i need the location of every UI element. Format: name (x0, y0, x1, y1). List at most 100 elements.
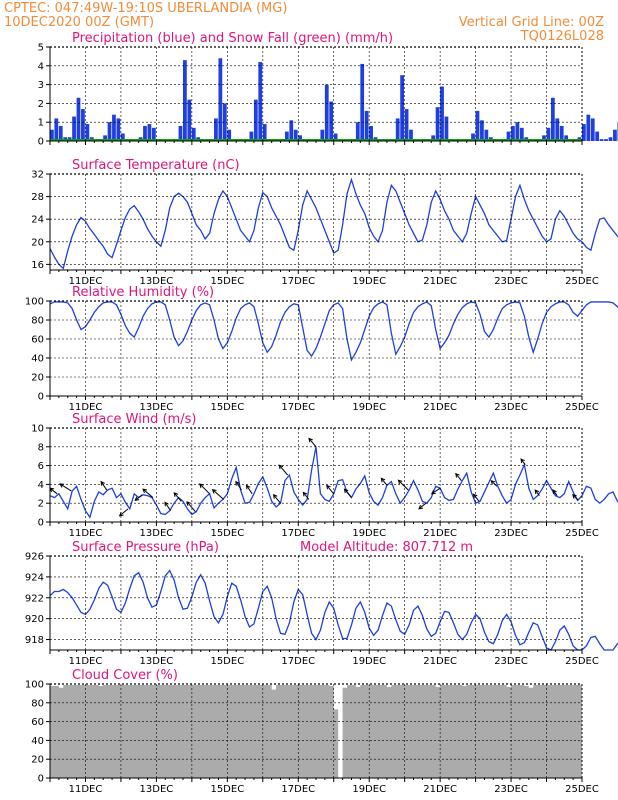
precip-bar (320, 129, 325, 141)
precip-bar (298, 135, 303, 141)
wind-arrow (100, 481, 108, 491)
wind-arrow-head (199, 483, 204, 488)
wind-arrow-head (572, 494, 577, 499)
precip-bar (107, 122, 112, 141)
wind-arrow-head (490, 479, 496, 485)
wind-arrow-head (118, 511, 124, 517)
wind-arrow-head (245, 484, 251, 490)
wind-arrow-head (164, 501, 169, 507)
precip-bar (409, 129, 413, 141)
precip-bar (50, 129, 54, 141)
precip-bar (183, 60, 187, 141)
x-tick-label: 21DEC (423, 784, 457, 795)
y-tick-label: 60 (31, 717, 44, 728)
x-tick-label: 19DEC (352, 402, 386, 413)
y-tick-label: 924 (25, 572, 44, 583)
precip-bar (404, 109, 409, 141)
wind-arrow-head (418, 504, 423, 510)
precip-bar (218, 58, 223, 141)
precip-bar (143, 125, 147, 141)
x-tick-label: 21DEC (423, 276, 457, 287)
y-tick-label: 6 (38, 461, 44, 472)
panel-3: Surface Wind (m/s) 0 2 4 6 8 10 11DEC 13DEC 15DEC… (31, 412, 618, 539)
precip-bar (435, 107, 440, 141)
y-tick-label: 28 (31, 192, 44, 203)
y-tick-label: 2 (38, 99, 44, 110)
precip-bar (58, 125, 63, 141)
wind-arrow (520, 458, 526, 465)
wind-arrow-head (552, 489, 557, 495)
precip-bar (360, 63, 365, 141)
y-tick-label: 40 (31, 736, 44, 747)
y-tick-label: 3 (38, 80, 44, 91)
precip-bar (555, 118, 560, 141)
precip-bar (564, 135, 569, 141)
precip-bar (484, 129, 489, 141)
x-tick-label: 25DEC (565, 276, 599, 287)
precip-bar (613, 129, 617, 141)
wind-arrow (572, 494, 579, 501)
header-model: TQ0126L028 (520, 29, 604, 44)
wind-arrow-head (472, 493, 478, 499)
wind-arrow (534, 489, 540, 496)
wind-arrow-head (173, 492, 179, 497)
y-tick-label: 80 (31, 316, 44, 327)
y-tick-label: 20 (31, 373, 44, 384)
x-tick-label: 17DEC (281, 656, 315, 667)
panel-title: Precipitation (blue) and Snow Fall (gree… (72, 31, 393, 46)
y-tick-label: 100 (25, 297, 44, 308)
precip-bar (444, 116, 449, 141)
wind-arrow-head (235, 480, 240, 486)
x-tick-label: 15DEC (210, 402, 244, 413)
precip-bar (191, 127, 196, 141)
x-tick-label: 11DEC (69, 402, 103, 413)
y-tick-label: 922 (25, 593, 44, 604)
wind-arrow-head (343, 488, 349, 494)
y-tick-label: 4 (38, 61, 44, 72)
series-line (49, 569, 618, 651)
x-tick-label: 11DEC (69, 784, 103, 795)
x-tick-label: 23DEC (494, 528, 528, 539)
precip-bar (604, 139, 608, 141)
y-tick-label: 24 (31, 215, 44, 226)
wind-arrow (398, 479, 409, 491)
precip-bar (214, 118, 218, 141)
y-tick-label: 918 (25, 635, 44, 646)
y-tick-label: 0 (38, 518, 44, 529)
x-tick-label: 23DEC (494, 656, 528, 667)
precip-bar (116, 118, 121, 141)
y-tick-label: 80 (31, 698, 44, 709)
precip-bar (395, 118, 400, 141)
header-gridline-note: Vertical Grid Line: 00Z (459, 15, 604, 30)
y-tick-label: 4 (38, 480, 44, 491)
wind-arrow-head (534, 489, 540, 495)
x-tick-label: 19DEC (352, 656, 386, 667)
wind-arrow-head (380, 477, 386, 483)
wind-arrow-head (397, 479, 403, 485)
wind-arrow (134, 494, 143, 501)
x-tick-label: 19DEC (352, 528, 386, 539)
x-tick-label: 13DEC (140, 528, 174, 539)
y-tick-label: 60 (31, 335, 44, 346)
panels-container: Precipitation (blue) and Snow Fall (gree… (25, 31, 618, 795)
precip-bar (324, 84, 329, 141)
x-tick-label: 23DEC (494, 784, 528, 795)
precip-bar (258, 62, 263, 141)
panel-title: Cloud Cover (%) (72, 668, 178, 683)
precip-bar (550, 97, 555, 141)
precip-bar (440, 86, 444, 141)
wind-arrow (431, 487, 441, 495)
wind-arrow (473, 494, 480, 502)
precip-bar (151, 127, 156, 141)
precip-bar (222, 103, 227, 141)
precip-bar (72, 116, 76, 141)
y-tick-label: 0 (38, 774, 44, 785)
x-tick-label: 25DEC (565, 528, 599, 539)
series-line (49, 446, 618, 519)
wind-arrow-head (302, 491, 308, 497)
x-tick-label: 17DEC (281, 402, 315, 413)
precip-bar (519, 127, 524, 141)
x-tick-label: 23DEC (494, 276, 528, 287)
x-tick-label: 21DEC (423, 656, 457, 667)
